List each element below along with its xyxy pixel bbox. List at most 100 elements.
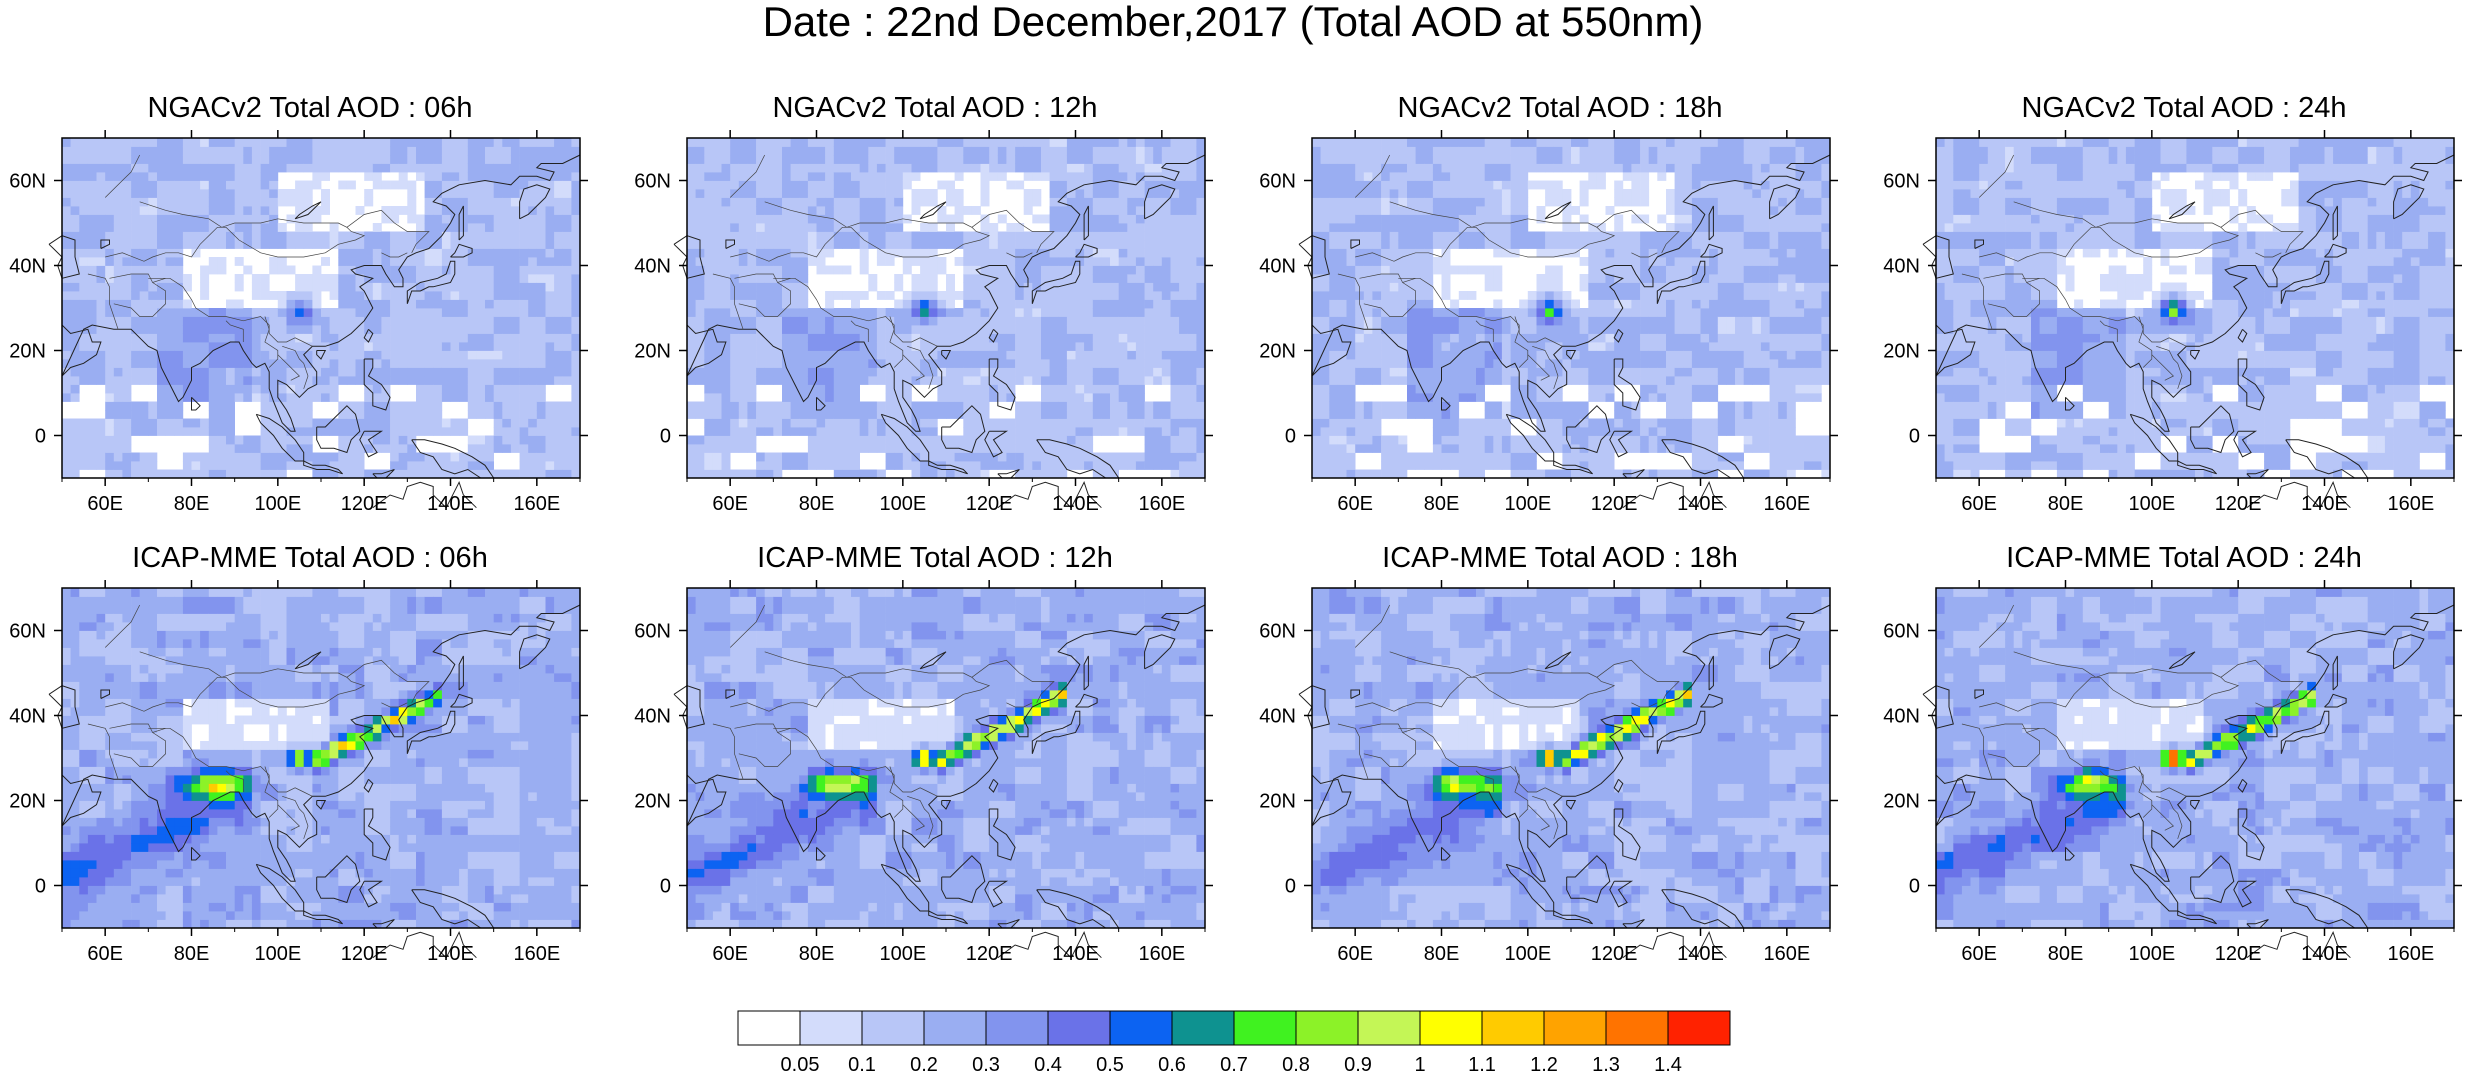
colorbar-swatch bbox=[1048, 1011, 1110, 1045]
colorbar-swatch bbox=[1296, 1011, 1358, 1045]
lon-tick-label: 120E bbox=[2215, 493, 2262, 515]
lon-tick-label: 120E bbox=[2215, 943, 2262, 965]
colorbar-label: 0.5 bbox=[1096, 1054, 1124, 1076]
colorbar-swatch bbox=[1482, 1011, 1544, 1045]
panel-title-icap-24h: ICAP-MME Total AOD : 24h bbox=[1874, 542, 2466, 574]
colorbar-swatch bbox=[1668, 1011, 1730, 1045]
lon-tick-label: 100E bbox=[254, 493, 301, 515]
lat-tick-label: 60N bbox=[1259, 171, 1296, 193]
lon-tick-label: 100E bbox=[2128, 493, 2175, 515]
lon-tick-label: 120E bbox=[966, 493, 1013, 515]
lat-tick-label: 60N bbox=[634, 171, 671, 193]
lon-tick-label: 140E bbox=[2301, 493, 2348, 515]
colorbar-label: 0.1 bbox=[848, 1054, 876, 1076]
lon-tick-label: 80E bbox=[174, 493, 210, 515]
lat-tick-label: 60N bbox=[634, 621, 671, 643]
lon-tick-label: 140E bbox=[2301, 943, 2348, 965]
lon-tick-label: 60E bbox=[1337, 493, 1373, 515]
lat-tick-label: 60N bbox=[1259, 621, 1296, 643]
colorbar-label: 0.8 bbox=[1282, 1054, 1310, 1076]
lat-tick-label: 60N bbox=[1883, 621, 1920, 643]
colorbar-swatch bbox=[1172, 1011, 1234, 1045]
colorbar-swatch bbox=[800, 1011, 862, 1045]
lat-tick-label: 40N bbox=[1883, 256, 1920, 278]
colorbar-label: 0.9 bbox=[1344, 1054, 1372, 1076]
lon-tick-label: 100E bbox=[879, 493, 926, 515]
lat-tick-label: 40N bbox=[1259, 256, 1296, 278]
lon-tick-label: 120E bbox=[1591, 493, 1638, 515]
lon-tick-label: 140E bbox=[427, 943, 474, 965]
lon-tick-label: 160E bbox=[1763, 943, 1810, 965]
lon-tick-label: 80E bbox=[1424, 943, 1460, 965]
colorbar-label: 1 bbox=[1414, 1054, 1425, 1076]
lat-tick-label: 40N bbox=[1259, 706, 1296, 728]
lat-tick-label: 60N bbox=[9, 171, 46, 193]
lon-tick-label: 140E bbox=[1052, 493, 1099, 515]
colorbar-label: 1.4 bbox=[1654, 1054, 1682, 1076]
panel-title-icap-06h: ICAP-MME Total AOD : 06h bbox=[0, 542, 620, 574]
lon-tick-label: 80E bbox=[1424, 493, 1460, 515]
lat-tick-label: 40N bbox=[1883, 706, 1920, 728]
lon-tick-label: 60E bbox=[712, 943, 748, 965]
lat-tick-label: 0 bbox=[660, 426, 671, 448]
lon-tick-label: 160E bbox=[513, 943, 560, 965]
colorbar-swatch bbox=[1420, 1011, 1482, 1045]
lat-tick-label: 0 bbox=[35, 876, 46, 898]
lat-tick-label: 60N bbox=[1883, 171, 1920, 193]
colorbar-label: 0.3 bbox=[972, 1054, 1000, 1076]
lon-tick-label: 120E bbox=[341, 943, 388, 965]
lon-tick-label: 80E bbox=[799, 493, 835, 515]
lon-tick-label: 100E bbox=[254, 943, 301, 965]
lat-tick-label: 0 bbox=[1285, 426, 1296, 448]
lat-tick-label: 20N bbox=[1883, 791, 1920, 813]
colorbar-label: 0.4 bbox=[1034, 1054, 1062, 1076]
lon-tick-label: 60E bbox=[712, 493, 748, 515]
lon-tick-label: 160E bbox=[2387, 493, 2434, 515]
lon-tick-label: 140E bbox=[1677, 943, 1724, 965]
lon-tick-label: 120E bbox=[966, 943, 1013, 965]
colorbar-label: 0.2 bbox=[910, 1054, 938, 1076]
lat-tick-label: 20N bbox=[1883, 341, 1920, 363]
lon-tick-label: 60E bbox=[87, 943, 123, 965]
panel-title-ngac-06h: NGACv2 Total AOD : 06h bbox=[0, 92, 620, 124]
lon-tick-label: 80E bbox=[2048, 493, 2084, 515]
lon-tick-label: 80E bbox=[174, 943, 210, 965]
lon-tick-label: 100E bbox=[2128, 943, 2175, 965]
colorbar-swatch bbox=[986, 1011, 1048, 1045]
lon-tick-label: 160E bbox=[1763, 493, 1810, 515]
lon-tick-label: 80E bbox=[799, 943, 835, 965]
lon-tick-label: 100E bbox=[1504, 943, 1551, 965]
lat-tick-label: 0 bbox=[1909, 426, 1920, 448]
lon-tick-label: 60E bbox=[1961, 943, 1997, 965]
lon-tick-label: 160E bbox=[513, 493, 560, 515]
panel-title-icap-12h: ICAP-MME Total AOD : 12h bbox=[625, 542, 1245, 574]
panel-title-ngac-24h: NGACv2 Total AOD : 24h bbox=[1874, 92, 2466, 124]
colorbar-swatch bbox=[924, 1011, 986, 1045]
lon-tick-label: 120E bbox=[341, 493, 388, 515]
lon-tick-label: 160E bbox=[2387, 943, 2434, 965]
lat-tick-label: 40N bbox=[9, 706, 46, 728]
colorbar-swatch bbox=[1234, 1011, 1296, 1045]
lon-tick-label: 100E bbox=[879, 943, 926, 965]
lat-tick-label: 40N bbox=[9, 256, 46, 278]
lat-tick-label: 40N bbox=[634, 256, 671, 278]
lat-tick-label: 0 bbox=[35, 426, 46, 448]
lon-tick-label: 80E bbox=[2048, 943, 2084, 965]
lon-tick-label: 120E bbox=[1591, 943, 1638, 965]
colorbar-swatch bbox=[862, 1011, 924, 1045]
lat-tick-label: 0 bbox=[660, 876, 671, 898]
lat-tick-label: 0 bbox=[1909, 876, 1920, 898]
lon-tick-label: 60E bbox=[1337, 943, 1373, 965]
lat-tick-label: 20N bbox=[9, 791, 46, 813]
